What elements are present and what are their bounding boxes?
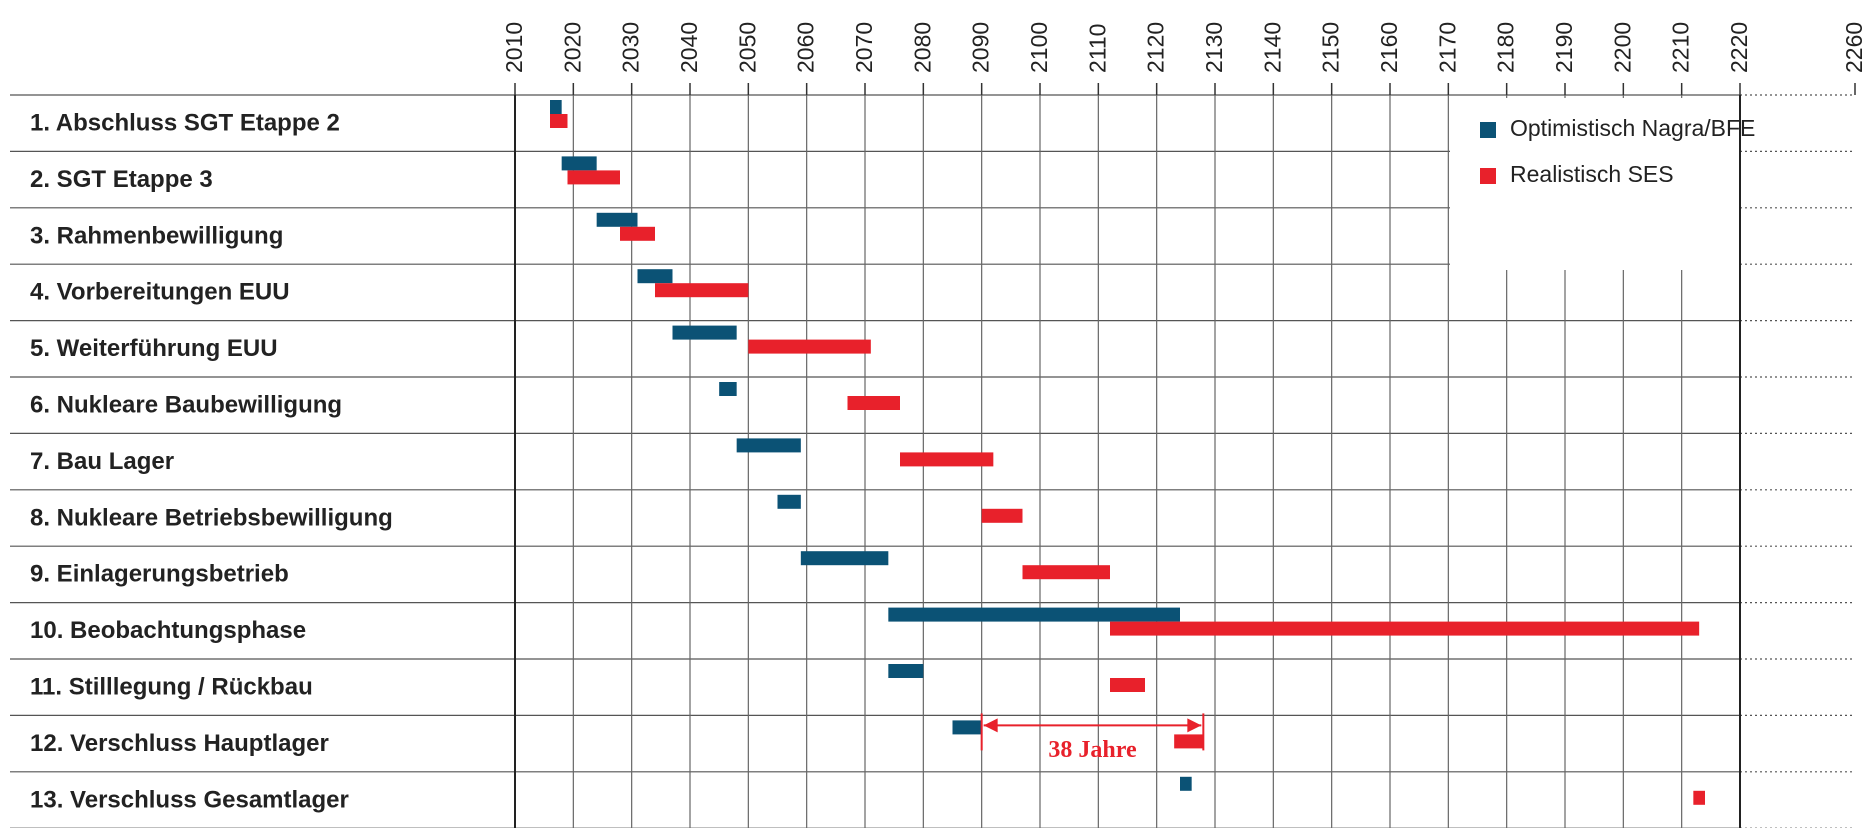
bar: [888, 664, 924, 678]
bar: [596, 212, 638, 227]
x-tick-label: 2090: [968, 22, 994, 73]
legend-swatch: [1480, 168, 1496, 184]
category-label: 1. Abschluss SGT Etappe 2: [30, 110, 340, 137]
x-tick-label: 2050: [734, 22, 760, 73]
bar: [637, 269, 673, 284]
x-tick-label: 2160: [1376, 22, 1402, 73]
bar: [952, 720, 982, 735]
category-label: 7. Bau Lager: [30, 448, 174, 475]
arrow-head: [983, 718, 998, 733]
legend-swatch: [1480, 122, 1496, 138]
x-tick-label: 2020: [559, 22, 585, 73]
bar: [1180, 776, 1192, 791]
annotation-label: 38 Jahre: [1048, 737, 1137, 763]
bar: [1174, 734, 1204, 749]
x-tick-label: 2190: [1551, 22, 1577, 73]
x-tick-label: 2260: [1841, 22, 1867, 73]
bar: [655, 283, 749, 298]
bar: [1110, 621, 1700, 636]
category-label: 3. Rahmenbewilligung: [30, 222, 283, 249]
x-tick-label: 2070: [851, 22, 877, 73]
category-label: 12. Verschluss Hauptlager: [30, 730, 329, 757]
bar: [719, 382, 737, 396]
bar: [1693, 790, 1705, 805]
category-label: 5. Weiterführung EUU: [30, 335, 278, 362]
bar: [800, 551, 889, 566]
bar: [550, 114, 568, 128]
category-label: 11. Stilllegung / Rückbau: [30, 674, 313, 701]
category-label: 2. SGT Etappe 3: [30, 166, 213, 193]
x-tick-label: 2080: [909, 22, 935, 73]
x-tick-label: 2100: [1026, 22, 1052, 73]
bar: [777, 494, 801, 509]
bar: [550, 100, 562, 114]
category-label: 13. Verschluss Gesamtlager: [30, 786, 349, 813]
x-tick-label: 2180: [1493, 22, 1519, 73]
x-tick-label: 2140: [1259, 22, 1285, 73]
category-label: 8. Nukleare Betriebsbewilligung: [30, 504, 393, 531]
legend-label: Optimistisch Nagra/BFE: [1510, 115, 1755, 141]
x-tick-label: 2200: [1609, 22, 1635, 73]
arrow-head: [1187, 718, 1202, 733]
bar: [620, 226, 655, 241]
bar: [1022, 565, 1110, 580]
bar: [736, 438, 801, 453]
x-tick-label: 2150: [1318, 22, 1344, 73]
legend-label: Realistisch SES: [1510, 161, 1674, 187]
bar: [561, 156, 597, 171]
x-tick-label: 2040: [676, 22, 702, 73]
bar: [672, 325, 737, 340]
category-label: 10. Beobachtungsphase: [30, 617, 306, 644]
x-tick-label: 2210: [1668, 22, 1694, 73]
x-tick-label: 2010: [501, 22, 527, 73]
bar: [567, 170, 620, 185]
x-tick-label: 2110: [1084, 24, 1110, 73]
x-tick-label: 2120: [1143, 22, 1169, 73]
category-label: 9. Einlagerungsbetrieb: [30, 561, 289, 588]
bar: [888, 607, 1180, 622]
bar: [748, 339, 871, 354]
x-tick-label: 2220: [1726, 22, 1752, 73]
x-tick-label: 2030: [618, 22, 644, 73]
legend-box: [1450, 98, 1739, 270]
bar: [847, 396, 900, 410]
x-tick-label: 2170: [1434, 22, 1460, 73]
bar: [981, 508, 1023, 523]
bar: [1110, 678, 1145, 692]
bar: [900, 452, 994, 467]
x-tick-label: 2130: [1201, 22, 1227, 73]
x-tick-label: 2060: [793, 22, 819, 73]
category-label: 6. Nukleare Baubewilligung: [30, 392, 342, 419]
category-label: 4. Vorbereitungen EUU: [30, 279, 290, 306]
